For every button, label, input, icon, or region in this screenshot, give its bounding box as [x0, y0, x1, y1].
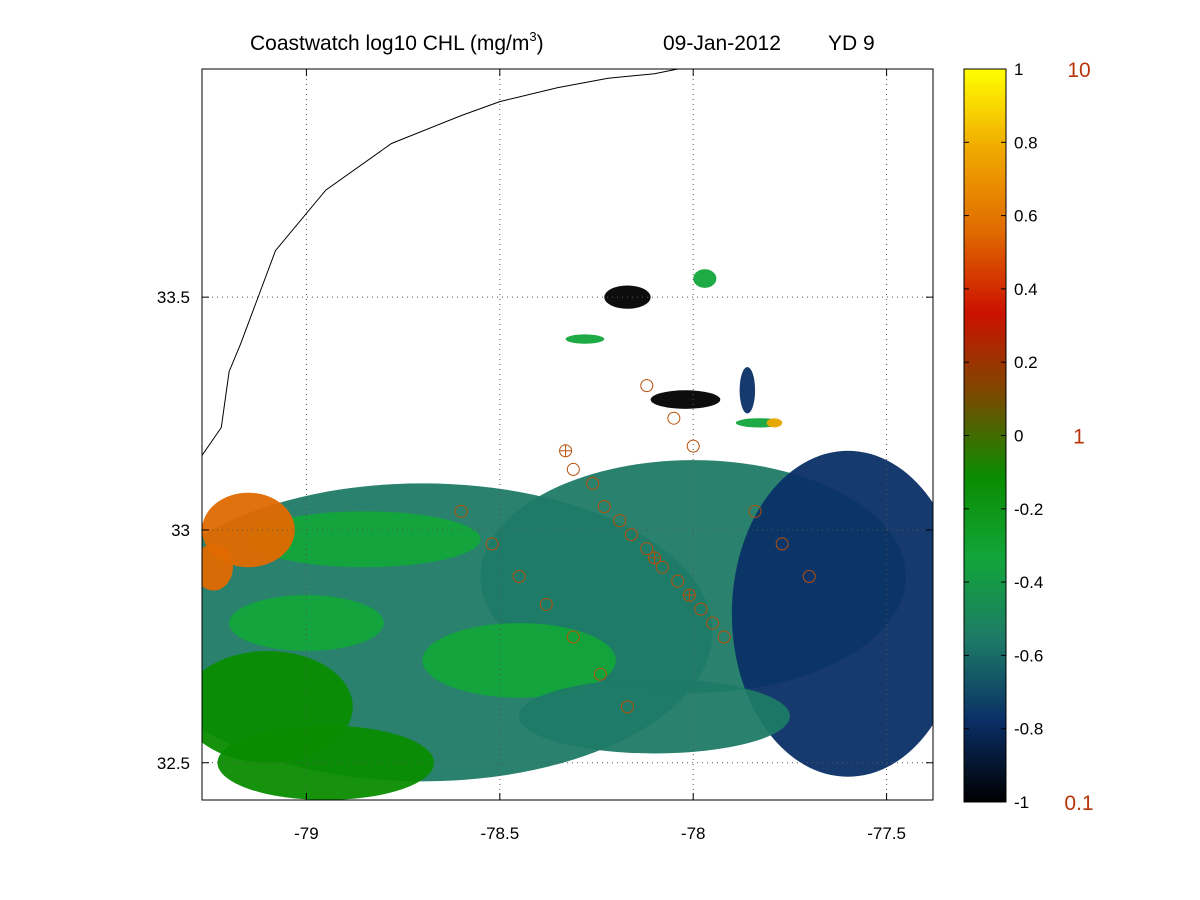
colorbar-tick-label: 0.8 [1014, 133, 1038, 152]
chl-region-16 [519, 678, 790, 754]
station-marker [671, 574, 685, 588]
colorbar-tick-label: 0.6 [1014, 207, 1038, 226]
station-cross-marker [648, 551, 661, 564]
colorbar-concentration-label: 0.1 [1064, 792, 1093, 815]
chl-region-13 [739, 366, 756, 414]
station-marker [640, 542, 654, 556]
station-marker [620, 700, 634, 714]
y-tick-label: 33 [171, 521, 190, 540]
chart-title-text: Coastwatch log10 CHL (mg/m3) [250, 29, 544, 55]
colorbar-gradient [963, 68, 1007, 803]
colorbar-tick-label: -0.2 [1014, 500, 1043, 519]
grid-lines [202, 69, 933, 800]
station-marker [512, 570, 526, 584]
chl-region-12 [565, 334, 605, 344]
chart-title-yearday: YD 9 [828, 32, 875, 55]
chl-region-2 [731, 450, 933, 777]
colorbar-tick-label: -0.4 [1014, 573, 1043, 592]
y-tick-label: 33.5 [157, 288, 190, 307]
colorbar-tick-label: -0.6 [1014, 646, 1043, 665]
chl-region-17 [229, 595, 384, 652]
chl-region-6 [422, 623, 616, 698]
station-marker [667, 411, 681, 425]
station-marker [597, 500, 611, 514]
x-tick-label: -79 [294, 824, 319, 843]
y-axis-ticks: 32.5 33 33.5 [157, 288, 933, 773]
station-marker [686, 439, 700, 453]
chl-region-11 [693, 269, 717, 288]
station-marker [613, 514, 627, 528]
colorbar-tick-label: 0.4 [1014, 280, 1038, 299]
station-marker [624, 528, 638, 542]
chl-region-9 [650, 390, 721, 409]
colorbar-ticks: -1 -0.8 -0.6 -0.4 -0.2 0 0.2 0.4 0.6 0.8 1 [964, 60, 1043, 812]
chl-region-5 [217, 725, 435, 800]
station-markers [454, 379, 816, 714]
station-cross-marker [559, 444, 572, 457]
chl-region-15 [766, 418, 783, 428]
colorbar-concentration-label: 1 [1073, 426, 1085, 449]
chart-title-superscript: 3 [529, 29, 536, 44]
chlorophyll-heatmap [202, 269, 933, 800]
station-marker [566, 630, 580, 644]
map-plot-area: -79 -78.5 -78 -77.5 32.5 33 33.5 [157, 68, 934, 843]
station-marker [775, 537, 789, 551]
station-marker [586, 476, 600, 490]
station-cross-marker [683, 589, 696, 602]
coastline [202, 69, 678, 456]
colorbar-tick-label: 0 [1014, 427, 1023, 446]
x-tick-label: -78 [681, 824, 706, 843]
colorbar: -1 -0.8 -0.6 -0.4 -0.2 0 0.2 0.4 0.6 0.8 1 10 1 0.1 [963, 59, 1094, 815]
chl-region-3 [248, 511, 481, 568]
plot-frame [201, 68, 934, 801]
y-tick-label: 32.5 [157, 754, 190, 773]
colorbar-tick-label: -0.8 [1014, 720, 1043, 739]
station-marker [593, 667, 607, 681]
chart-title: Coastwatch log10 CHL (mg/m3) 09-Jan-2012… [250, 29, 875, 55]
station-marker [717, 630, 731, 644]
station-marker [485, 537, 499, 551]
colorbar-tick-label: -1 [1014, 793, 1029, 812]
station-marker [539, 597, 553, 611]
station-marker [655, 560, 669, 574]
colorbar-concentration-labels: 10 1 0.1 [1064, 59, 1093, 815]
station-marker [454, 504, 468, 518]
colorbar-tick-label: 0.2 [1014, 353, 1038, 372]
colorbar-tick-label: 1 [1014, 60, 1023, 79]
station-marker [640, 379, 654, 393]
x-axis-ticks: -79 -78.5 -78 -77.5 [294, 69, 906, 843]
chart-title-close: ) [537, 32, 544, 55]
station-marker [566, 462, 580, 476]
station-marker [802, 570, 816, 584]
x-tick-label: -77.5 [867, 824, 906, 843]
colorbar-concentration-label: 10 [1067, 59, 1090, 82]
chart-title-main: Coastwatch log10 CHL (mg/m [250, 32, 529, 55]
x-tick-label: -78.5 [480, 824, 519, 843]
station-marker [694, 602, 708, 616]
station-marker [706, 616, 720, 630]
chl-region-8 [202, 543, 233, 591]
chart-title-date: 09-Jan-2012 [663, 32, 781, 55]
station-marker [748, 504, 762, 518]
